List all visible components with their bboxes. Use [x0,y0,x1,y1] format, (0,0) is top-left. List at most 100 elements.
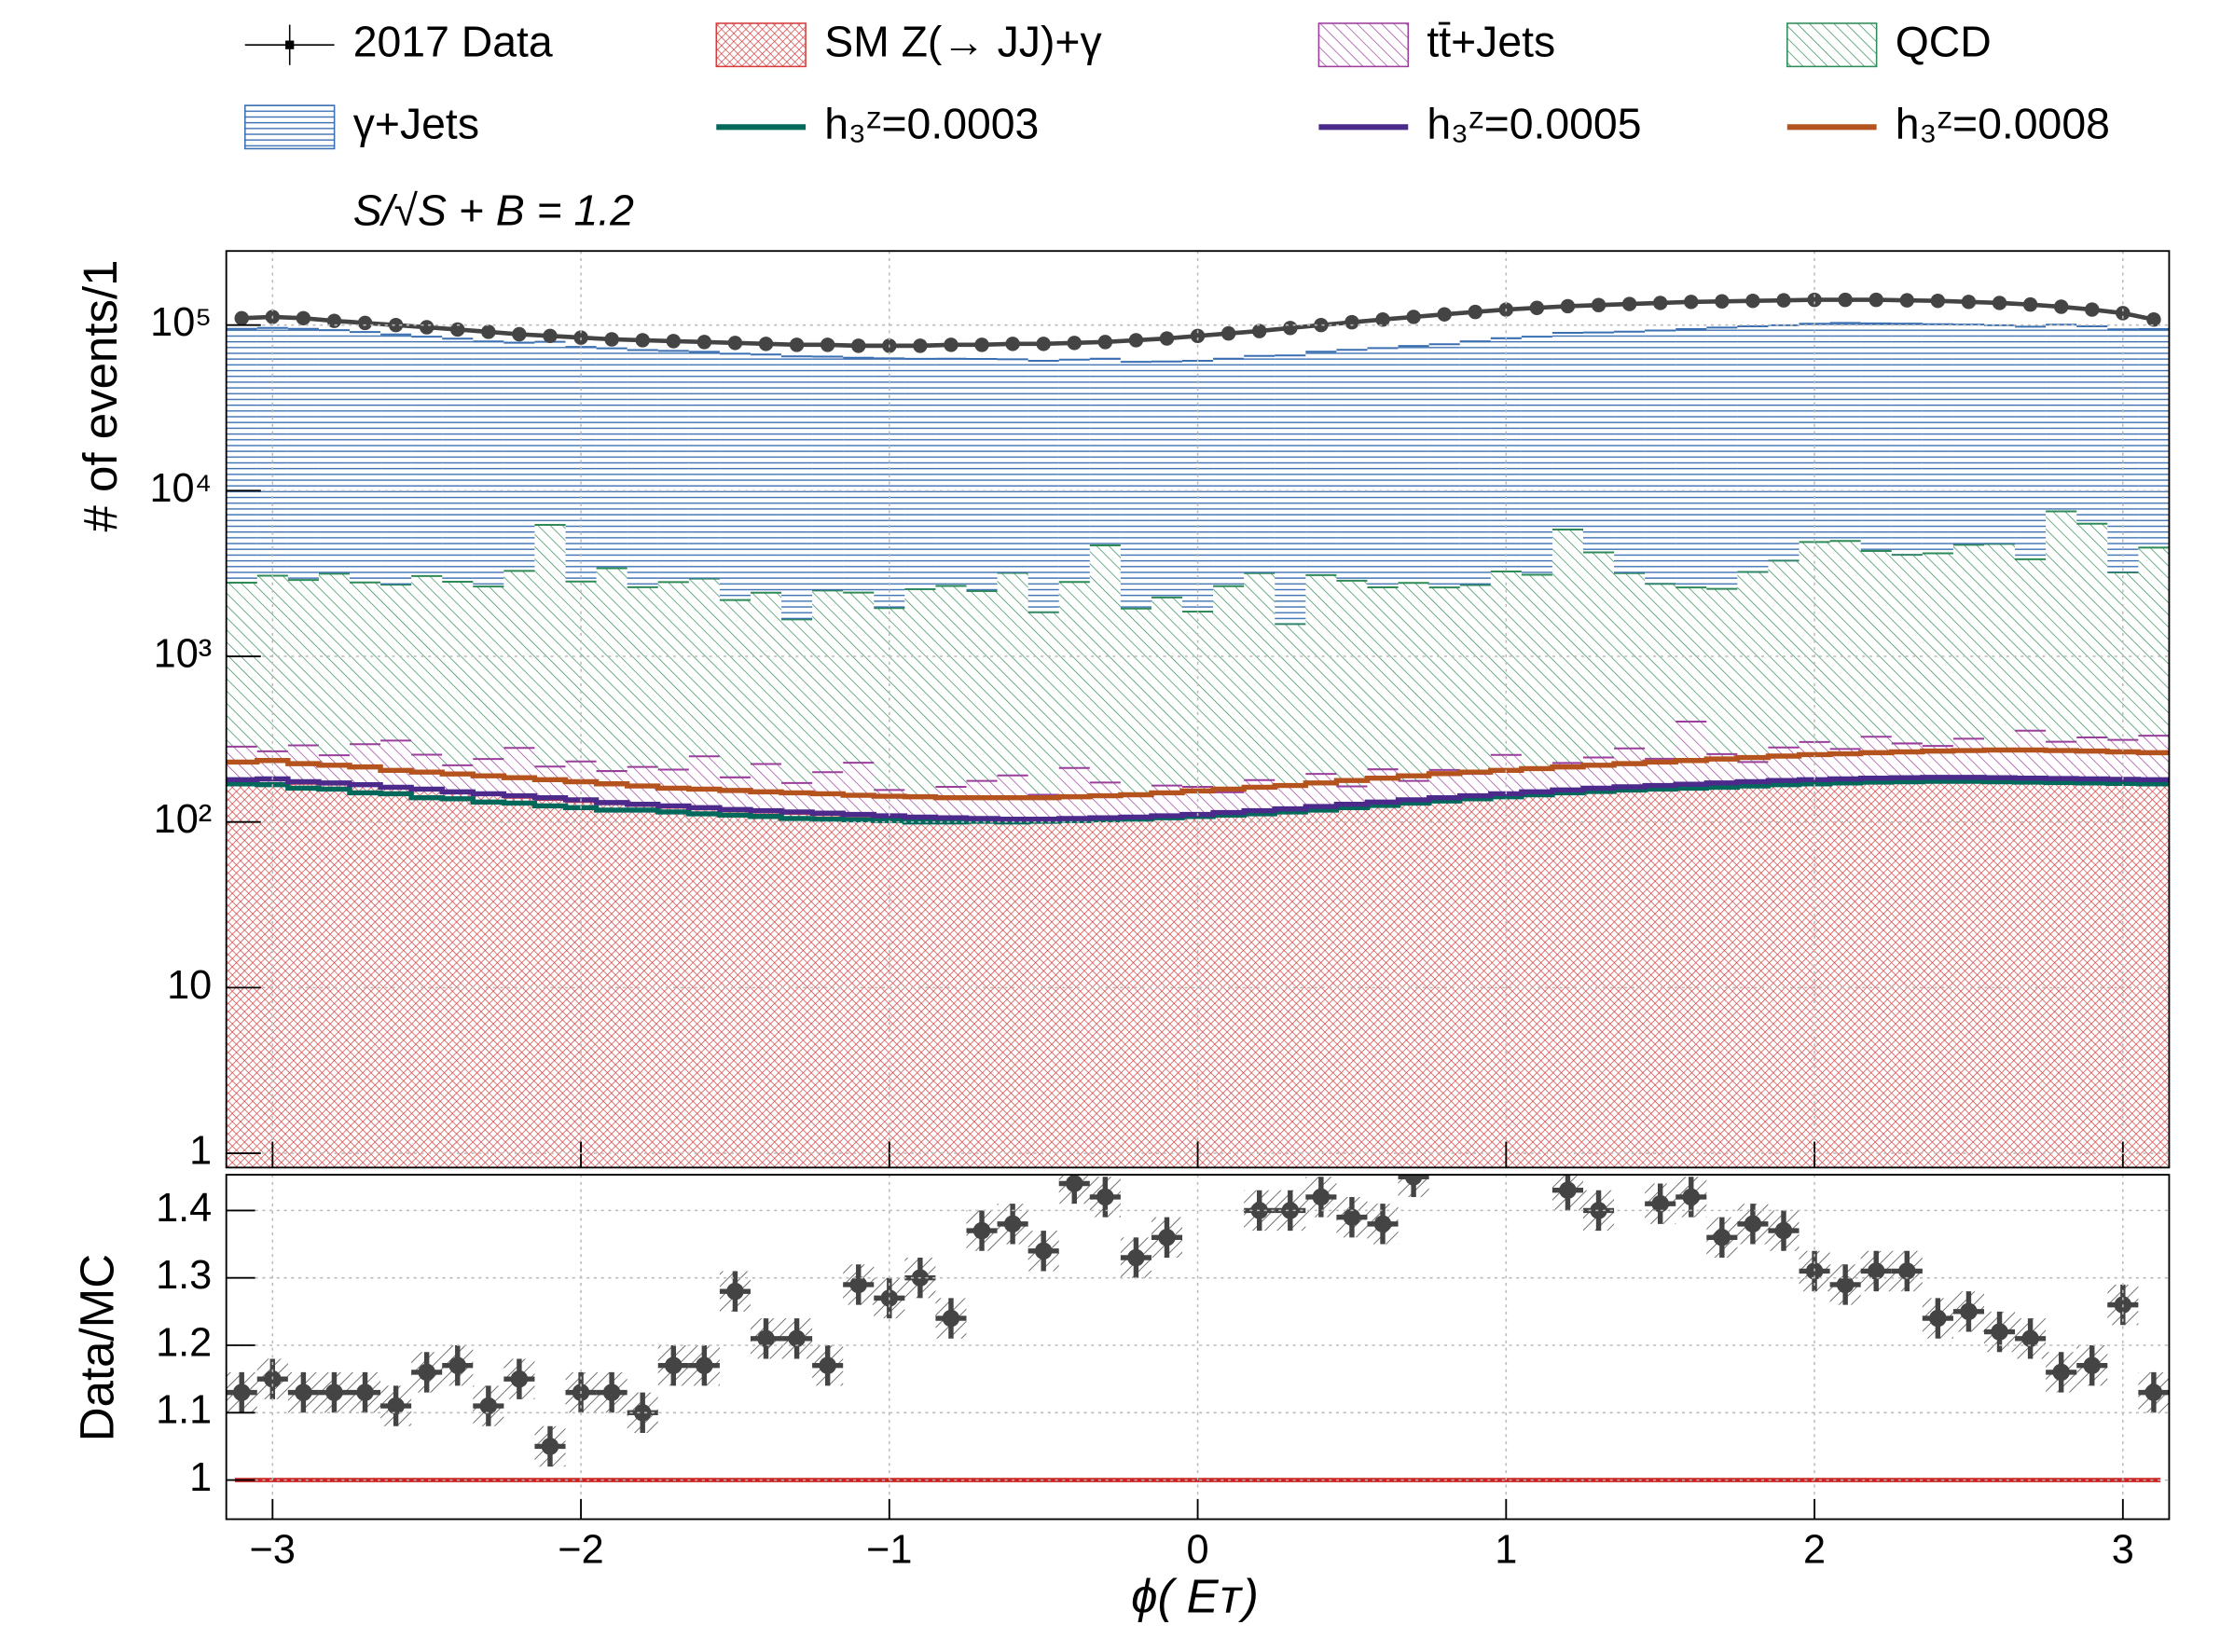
data-point [481,324,496,339]
legend-label: h₃ᶻ=0.0003 [824,100,1039,148]
stack-bar [565,347,597,582]
legend-label: QCD [1896,17,1992,65]
ratio-point [1559,1181,1577,1199]
data-point [1314,317,1329,333]
data-point [696,335,712,350]
data-point [974,337,989,352]
stack-bar [1058,582,1090,768]
ratio-point [1065,1175,1083,1192]
stack-bar [473,586,504,760]
stack-bar [349,582,381,745]
stack-bar [1952,780,1984,1168]
stack-bar [349,332,381,583]
data-point [758,337,774,351]
stack-bar [750,354,782,593]
stack-bar [1305,351,1337,575]
stack-bar [1120,608,1151,796]
stack-bar [1490,754,1522,796]
data-point [1776,293,1791,308]
data-point [944,337,958,352]
axes: −3 −2 −1 0 1 2 3 1 10 10² 10³ 10⁴ 10⁵ 1 1.1 1.2 1.3 1.4 [150,251,2170,1573]
stack-bar [1151,597,1183,786]
stack-bar [781,782,813,814]
ratio-point [448,1356,467,1374]
stack-bar [843,592,875,764]
ratio-point [665,1356,683,1374]
stack-bar [473,795,504,1168]
ratio-point [1404,1175,1423,1186]
stack-bar [750,592,782,764]
ratio-point [232,1384,251,1401]
stack-bar [1058,820,1090,1168]
stack-bar [1244,355,1276,573]
stack-bar [1367,769,1399,805]
legend-label: h₃ᶻ=0.0008 [1896,100,2110,148]
stack-bar [1614,572,1646,749]
stack-bar [1213,358,1245,586]
ratio-point [1867,1262,1885,1280]
ratio-point [1003,1215,1022,1233]
stack-bar [1768,324,1800,561]
stack-bar [843,816,875,1168]
ratio-point [1898,1262,1916,1280]
stack-bar [1027,361,1059,613]
legend-swatch [1786,22,1878,68]
x-tick-label: 3 [2112,1528,2134,1573]
stack-bar [1089,819,1121,1168]
data-point [1345,314,1359,330]
stack-bar [1645,330,1676,585]
stack-bar [1521,793,1552,1168]
stack-bar [1922,553,1953,747]
stack-bar [2046,781,2077,1168]
data-point [1128,333,1144,348]
stack-bar [1952,738,1984,781]
ratio-point [2052,1363,2070,1382]
data-point [234,310,249,326]
stack-bar [380,585,412,741]
stack-bar [1676,721,1707,787]
stack-bar [2046,511,2077,742]
stack-bar [2046,741,2077,782]
ratio-point [1590,1202,1607,1219]
data-point [1529,300,1545,315]
stack-bar [411,790,443,1168]
stack-bar [2138,547,2170,737]
data-point [635,333,650,348]
data-point [1560,298,1576,314]
stack-bar [1027,820,1059,1168]
stack-bar [1336,350,1368,581]
data-point [2022,296,2038,312]
stack-bar [812,356,844,591]
data-point [2146,312,2161,327]
stack-bar [1213,585,1245,792]
stack-bar [904,819,936,1168]
data-point [1036,337,1051,351]
data-point [1097,335,1113,350]
ratio-point [602,1384,621,1401]
stack-bar [1768,747,1800,783]
stack-bar [1120,819,1151,1168]
ratio-point [819,1356,836,1374]
stack-bar [1645,787,1676,1168]
stack-bar [1089,545,1121,783]
y-tick-label: 10³ [154,631,213,676]
stack-bar [380,788,412,1168]
stack-bar [442,764,474,793]
stack-bar [1398,346,1429,584]
ratio-point [1651,1194,1669,1213]
stack-bar [596,771,627,805]
data-point [1468,304,1482,320]
stack-bar [843,357,875,593]
top-frame [225,250,2171,1169]
data-point [666,334,682,349]
stack-bar [1614,331,1646,573]
ratio-point [325,1384,343,1401]
stack-bar [781,619,813,783]
data-point [326,313,342,328]
legend-label: 2017 Data [353,17,553,65]
stack-bar [2076,737,2108,782]
stack-bar [1367,587,1399,770]
stack-bar [719,353,751,600]
data-point [2085,302,2100,317]
